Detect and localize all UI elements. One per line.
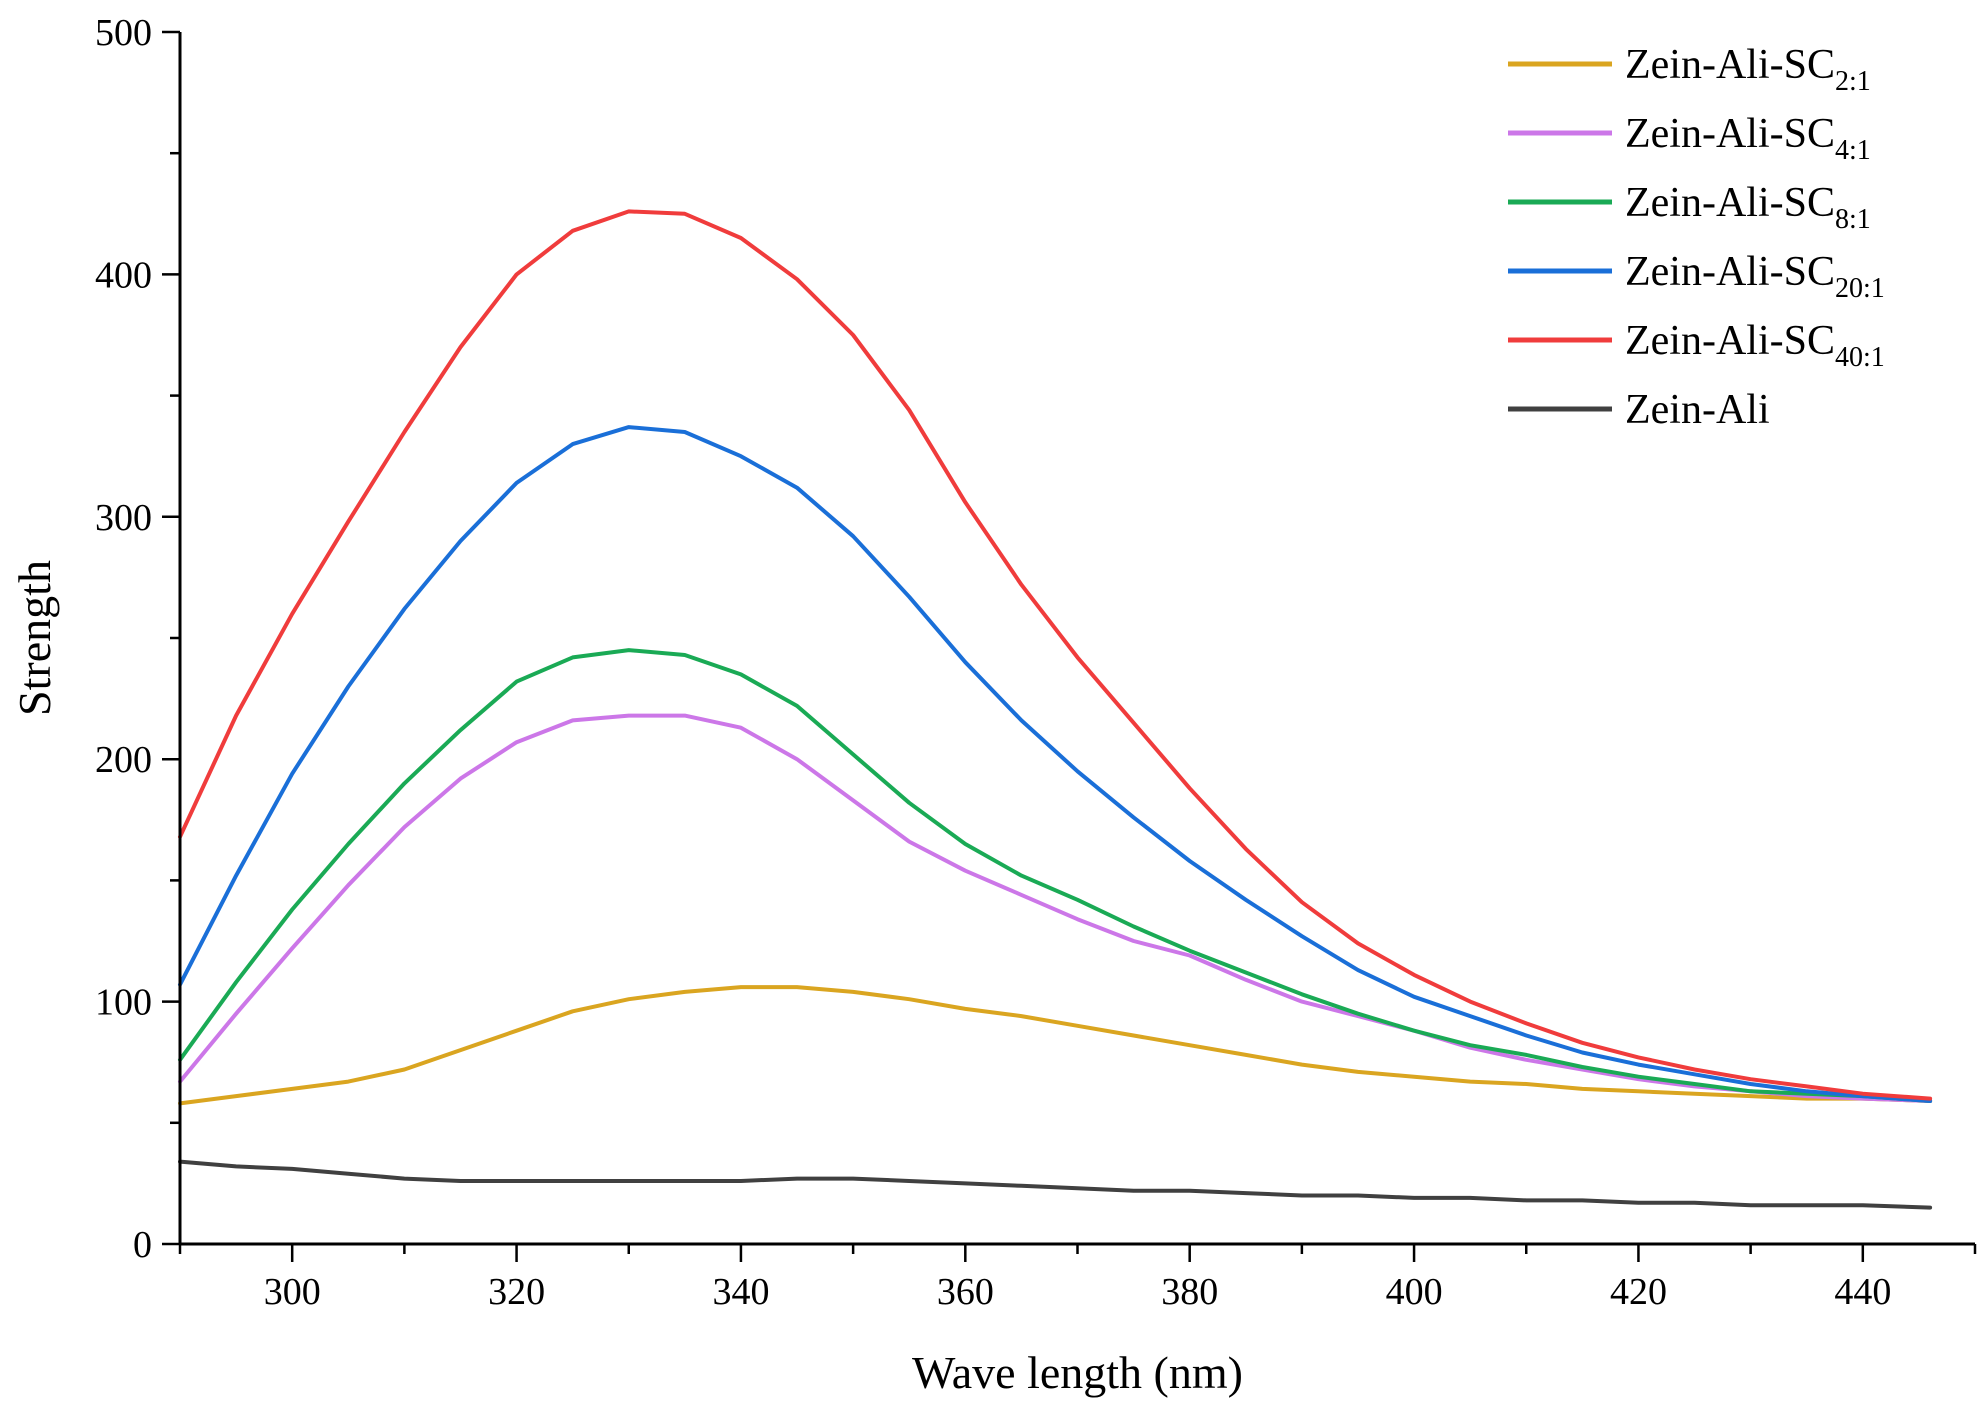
legend-label-subscript: 4:1 bbox=[1835, 135, 1871, 166]
legend-item: Zein-Ali-SC40:1 bbox=[1508, 318, 1885, 373]
y-axis: 0 100 200 300 400 500 bbox=[95, 12, 182, 1266]
legend-label-base: Zein-Ali-SC bbox=[1625, 249, 1835, 295]
legend-label: Zein-Ali-SC20:1 bbox=[1625, 249, 1885, 304]
legend-item: Zein-Ali-SC20:1 bbox=[1508, 249, 1885, 304]
y-tick-label: 200 bbox=[95, 739, 152, 781]
legend-label-base: Zein-Ali-SC bbox=[1625, 318, 1835, 364]
y-axis-title: Strength bbox=[9, 560, 60, 716]
series-line-4 bbox=[178, 209, 1933, 1101]
y-tick-label: 300 bbox=[95, 497, 152, 539]
y-tick-label: 400 bbox=[95, 254, 152, 296]
x-axis-title: Wave length (nm) bbox=[912, 1347, 1243, 1398]
legend-label: Zein-Ali-SC8:1 bbox=[1625, 180, 1871, 235]
legend-label: Zein-Ali bbox=[1625, 387, 1770, 433]
legend-item: Zein-Ali-SC8:1 bbox=[1508, 180, 1871, 235]
series-line-5 bbox=[178, 1159, 1933, 1210]
legend-item: Zein-Ali-SC2:1 bbox=[1508, 42, 1871, 97]
y-tick-label: 0 bbox=[133, 1224, 152, 1266]
series-line-2 bbox=[178, 648, 1933, 1103]
series-line-3 bbox=[178, 425, 1933, 1103]
x-tick-label: 340 bbox=[712, 1271, 769, 1313]
legend-label-subscript: 2:1 bbox=[1835, 66, 1871, 97]
legend-label: Zein-Ali-SC2:1 bbox=[1625, 42, 1871, 97]
legend-label-subscript: 40:1 bbox=[1835, 342, 1885, 373]
legend: Zein-Ali-SC2:1Zein-Ali-SC4:1Zein-Ali-SC8… bbox=[1508, 42, 1885, 433]
x-tick-label: 400 bbox=[1386, 1271, 1443, 1313]
series-line-1 bbox=[178, 713, 1933, 1103]
legend-label-base: Zein-Ali bbox=[1625, 387, 1770, 433]
x-tick-label: 320 bbox=[488, 1271, 545, 1313]
x-tick-label: 380 bbox=[1161, 1271, 1218, 1313]
plot-area bbox=[178, 209, 1933, 1210]
y-tick-label: 100 bbox=[95, 982, 152, 1024]
x-tick-label: 440 bbox=[1834, 1271, 1891, 1313]
legend-item: Zein-Ali bbox=[1508, 387, 1770, 433]
x-tick-label: 420 bbox=[1610, 1271, 1667, 1313]
x-axis: 300 320 340 360 380 400 420 440 bbox=[178, 1242, 1977, 1313]
series-line-0 bbox=[178, 985, 1933, 1106]
legend-label-subscript: 20:1 bbox=[1835, 273, 1885, 304]
legend-label-base: Zein-Ali-SC bbox=[1625, 111, 1835, 157]
legend-label-base: Zein-Ali-SC bbox=[1625, 180, 1835, 226]
legend-label: Zein-Ali-SC40:1 bbox=[1625, 318, 1885, 373]
y-tick-label: 500 bbox=[95, 12, 152, 54]
x-tick-label: 300 bbox=[264, 1271, 321, 1313]
legend-label: Zein-Ali-SC4:1 bbox=[1625, 111, 1871, 166]
legend-label-subscript: 8:1 bbox=[1835, 204, 1871, 235]
x-tick-label: 360 bbox=[937, 1271, 994, 1313]
legend-item: Zein-Ali-SC4:1 bbox=[1508, 111, 1871, 166]
legend-label-base: Zein-Ali-SC bbox=[1625, 42, 1835, 88]
